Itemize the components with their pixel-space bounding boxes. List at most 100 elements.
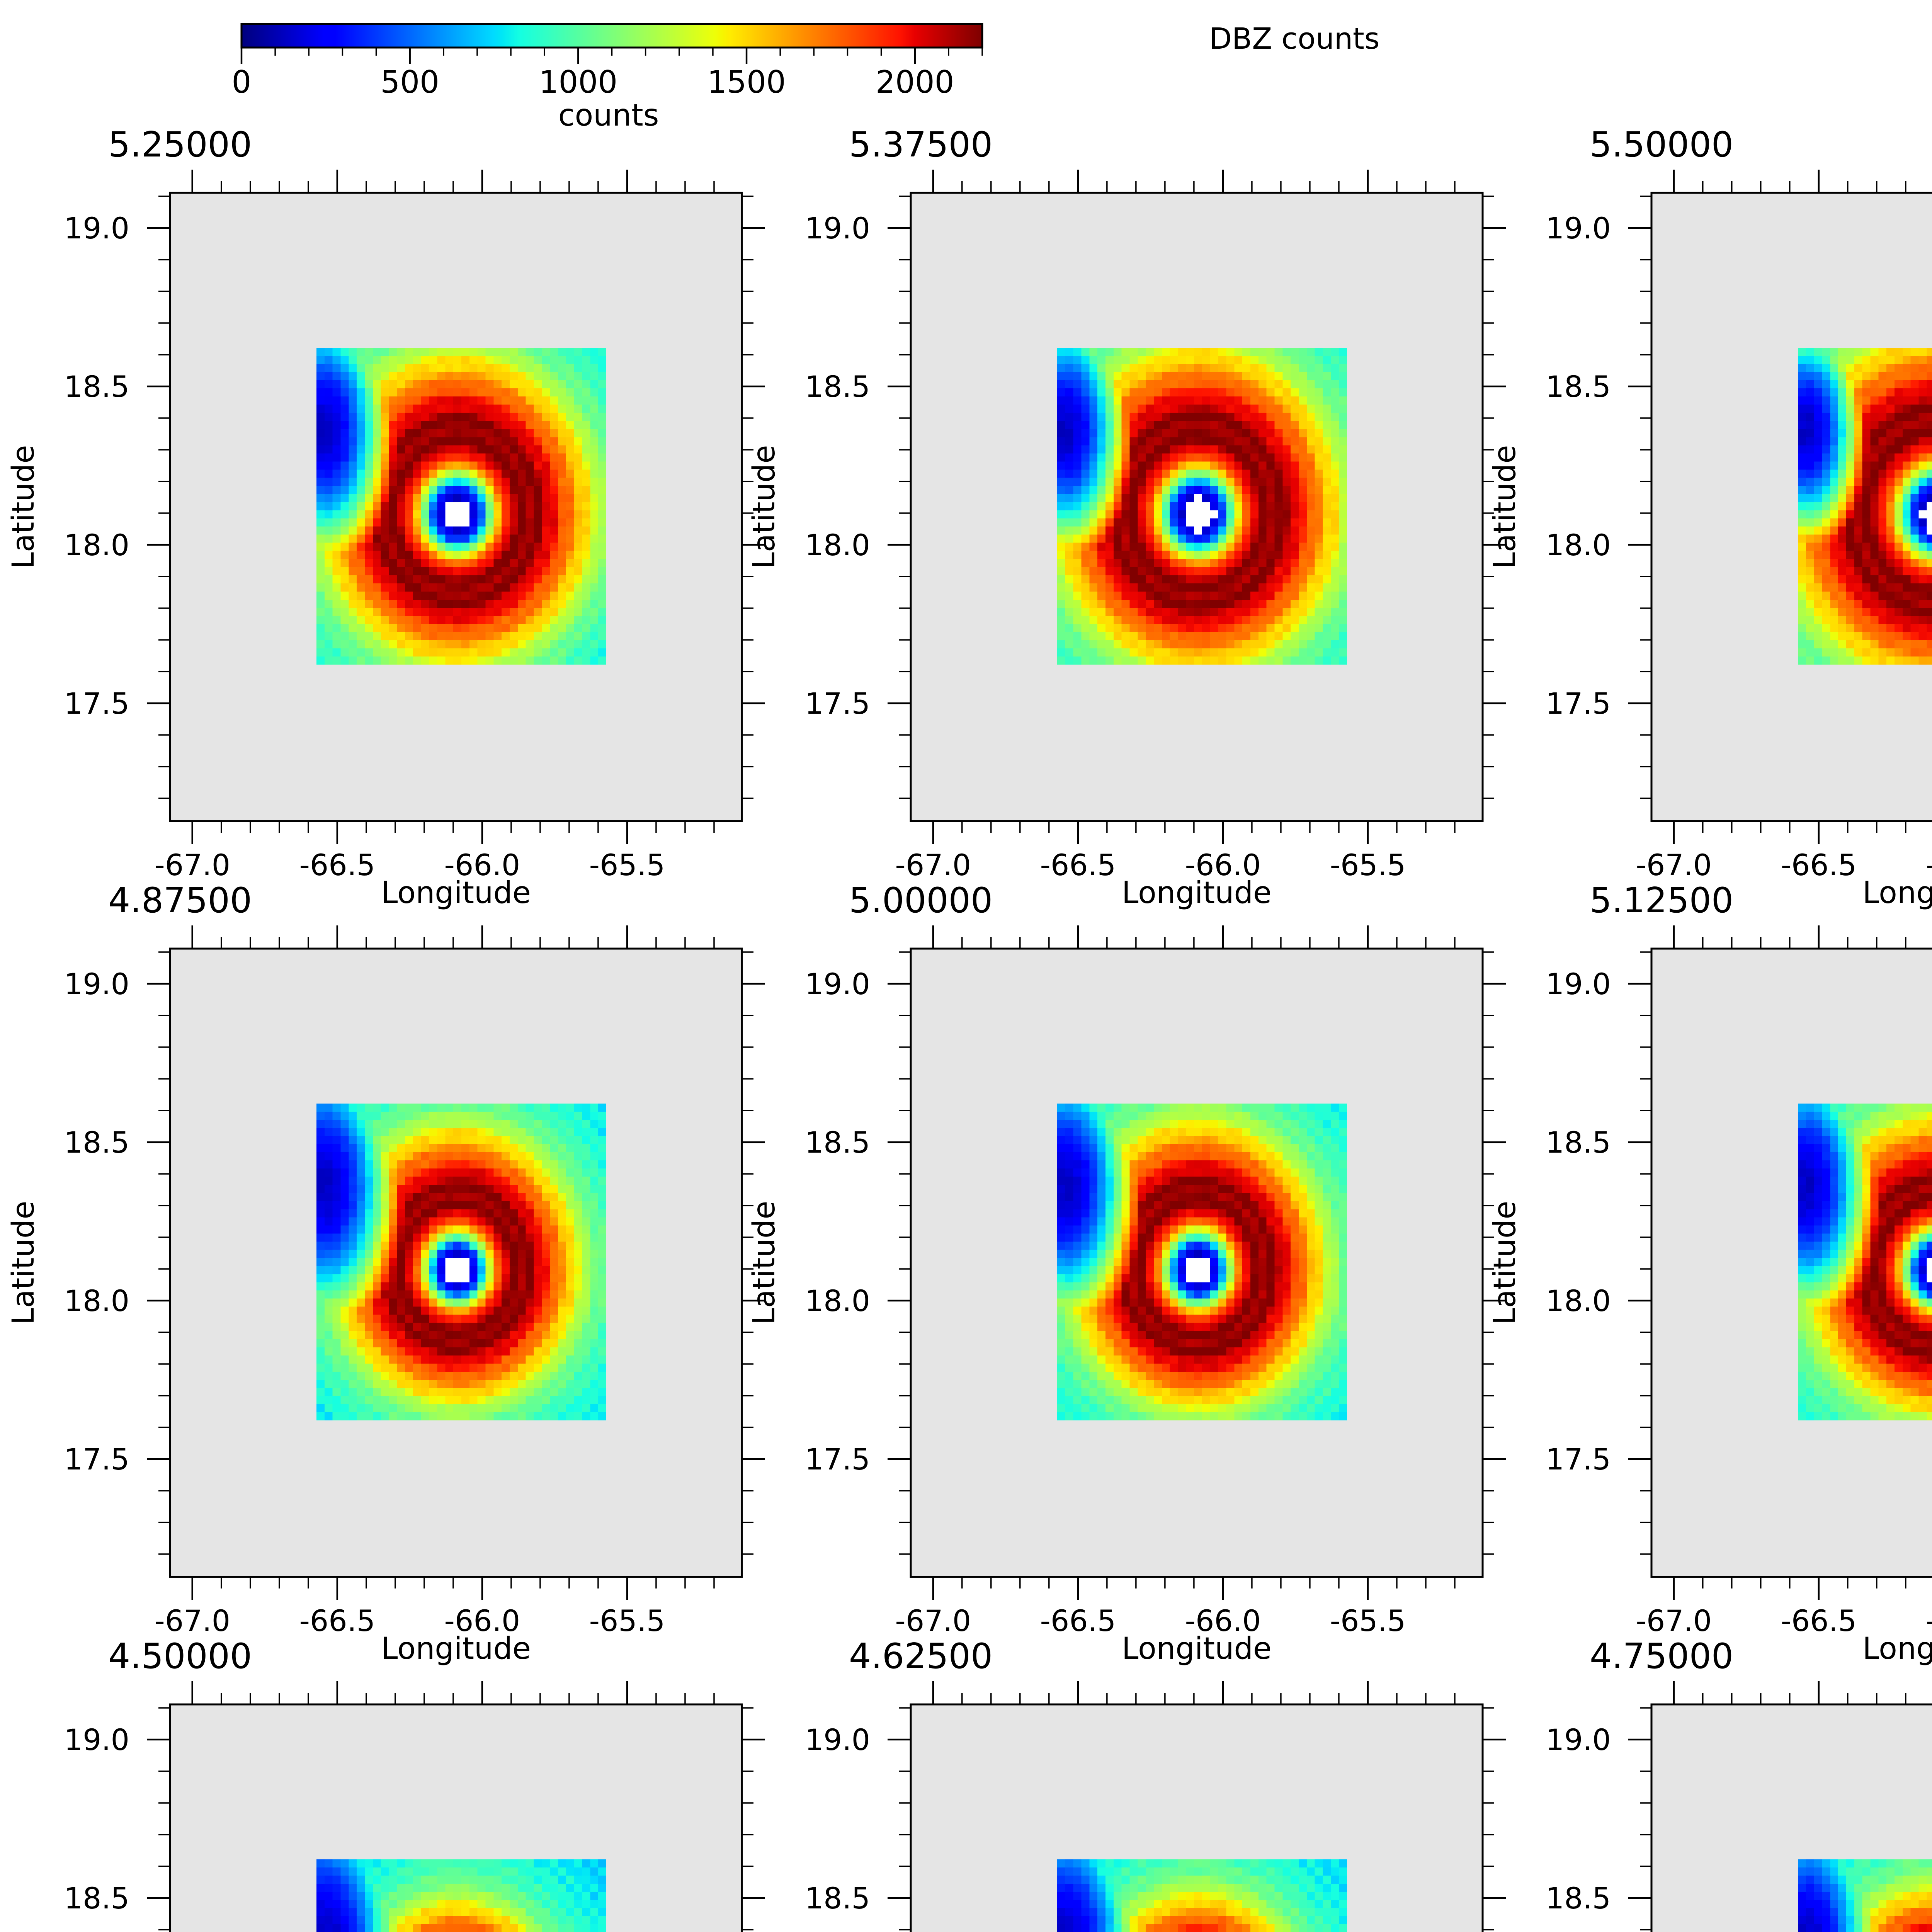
y-axis-label: Latitude xyxy=(8,445,41,569)
y-tick-label: 17.5 xyxy=(64,1442,129,1476)
y-tick-label: 19.0 xyxy=(1546,211,1611,245)
x-tick-label: -67.0 xyxy=(1636,1604,1712,1638)
y-tick-label: 19.0 xyxy=(805,1723,870,1757)
y-axis-label: Latitude xyxy=(1489,1201,1522,1325)
x-tick-label: -66.5 xyxy=(1040,848,1116,882)
x-tick-label: -66.5 xyxy=(1040,1604,1116,1638)
panel-5.25000: -67.0 -66.5 -66.0 -65.5 19.0 18.5 18.0 17.5 Long… xyxy=(6,112,765,919)
heatmap-canvas xyxy=(1057,1859,1347,1932)
y-axis-label: Latitude xyxy=(1489,445,1522,569)
x-tick-label: -66.5 xyxy=(1781,1604,1857,1638)
colorbar-frame xyxy=(240,23,983,49)
panel-5.00000: -67.0 -66.5 -66.0 -65.5 19.0 18.5 18.0 17.5 Long… xyxy=(747,867,1506,1675)
y-tick-label: 18.5 xyxy=(64,1125,129,1160)
y-axis-label: Latitude xyxy=(748,1201,782,1325)
y-tick-label: 18.0 xyxy=(64,1284,129,1318)
x-tick-label: -66.0 xyxy=(444,848,520,882)
y-tick-label: 19.0 xyxy=(1546,967,1611,1001)
y-tick-label: 18.5 xyxy=(1546,1881,1611,1915)
y-tick-label: 18.0 xyxy=(805,528,870,562)
panel-4.87500: -67.0 -66.5 -66.0 -65.5 19.0 18.5 18.0 17.5 Long… xyxy=(6,867,765,1675)
y-tick-label: 18.0 xyxy=(1546,528,1611,562)
y-axis-label: Latitude xyxy=(748,445,782,569)
y-tick-label: 18.5 xyxy=(805,1881,870,1915)
x-tick-label: -66.0 xyxy=(444,1604,520,1638)
colorbar-gradient xyxy=(242,24,982,48)
x-tick-label: -67.0 xyxy=(154,1604,230,1638)
panel-5.12500: -67.0-66.5-66.0-65.519.018.518.017.5Long… xyxy=(1488,867,1932,1675)
y-tick-label: 18.5 xyxy=(64,1881,129,1915)
panel-title: 5.50000 xyxy=(1590,124,1733,165)
y-tick-label: 17.5 xyxy=(1546,686,1611,721)
panel-title: 4.50000 xyxy=(108,1636,252,1677)
y-tick-label: 19.0 xyxy=(64,211,129,245)
panel-title: 5.12500 xyxy=(1590,880,1733,921)
panel-title: 4.75000 xyxy=(1590,1636,1733,1677)
heatmap-canvas xyxy=(1057,1103,1347,1420)
x-tick-label: -66.5 xyxy=(1781,848,1857,882)
x-axis-label: Longitude xyxy=(381,876,531,910)
x-tick-label: -66.5 xyxy=(299,848,375,882)
panel-title: 4.87500 xyxy=(108,880,252,921)
y-tick-label: 18.5 xyxy=(805,369,870,404)
y-tick-label: 18.0 xyxy=(1546,1284,1611,1318)
y-tick-label: 19.0 xyxy=(64,1723,129,1757)
y-tick-label: 18.5 xyxy=(64,369,129,404)
y-tick-label: 19.0 xyxy=(64,967,129,1001)
x-tick-label: -67.0 xyxy=(1636,848,1712,882)
y-tick-label: 17.5 xyxy=(1546,1442,1611,1476)
x-tick-label: -65.5 xyxy=(589,1604,665,1638)
y-tick-label: 17.5 xyxy=(805,1442,870,1476)
colorbar-axis: 0 500 1000 1500 2000 xyxy=(232,23,983,100)
x-tick-label: -67.0 xyxy=(895,1604,971,1638)
x-axis-label: Longitude xyxy=(1122,1631,1272,1666)
y-tick-label: 17.5 xyxy=(805,686,870,721)
y-tick-label: 18.5 xyxy=(1546,369,1611,404)
y-tick-label: 18.0 xyxy=(805,1284,870,1318)
heatmap-canvas xyxy=(1798,1859,1932,1932)
panel-title: 5.00000 xyxy=(849,880,993,921)
colorbar-label: counts xyxy=(558,98,659,133)
axes: -67.0 -66.5 -66.0 -65.5 19.0 18.5 18.0 17.5 Long… xyxy=(6,880,765,1666)
heatmap-canvas xyxy=(1798,347,1932,665)
x-axis-label: Longitude xyxy=(1122,876,1272,910)
panel-4.62500: -67.0-66.5-66.0-65.519.018.518.017.5Long… xyxy=(748,1623,1506,1932)
y-tick-label: 18.5 xyxy=(805,1125,870,1160)
x-tick-label: -66.0 xyxy=(1185,1604,1261,1638)
y-tick-label: 19.0 xyxy=(805,967,870,1001)
heatmap-canvas xyxy=(316,347,606,665)
panel-title: 5.25000 xyxy=(108,124,252,165)
colorbar-tick-label: 1000 xyxy=(539,64,618,100)
colorbar-tick-label: 1500 xyxy=(707,64,786,100)
panel-5.50000: -67.0-66.5-66.0-65.519.018.518.017.5Long… xyxy=(1488,112,1932,919)
x-tick-label: -65.5 xyxy=(589,848,665,882)
panel-4.50000: -67.0-66.5-66.0-65.519.018.518.017.5Long… xyxy=(8,1623,765,1932)
x-axis-label: Longitude xyxy=(1862,1631,1932,1666)
y-tick-label: 19.0 xyxy=(1546,1723,1611,1757)
x-axis-label: Longitude xyxy=(381,1631,531,1666)
x-tick-label: -66.5 xyxy=(299,1604,375,1638)
heatmap-canvas xyxy=(316,1859,606,1932)
x-tick-label: -65.5 xyxy=(1330,848,1406,882)
colorbar-tick-label: 500 xyxy=(380,64,439,100)
colorbar-tick-label: 2000 xyxy=(876,64,954,100)
x-tick-label: -67.0 xyxy=(895,848,971,882)
y-tick-label: 18.5 xyxy=(1546,1125,1611,1160)
panel-title: 4.62500 xyxy=(849,1636,993,1677)
figure-title: DBZ counts xyxy=(1209,21,1380,56)
x-axis-label: Longitude xyxy=(1862,876,1932,910)
panel-5.37500: -67.0 -66.5 -66.0 -65.5 19.0 18.5 18.0 17.5 Long… xyxy=(747,112,1506,919)
x-tick-label: -66.0 xyxy=(1926,1604,1932,1638)
heatmap-canvas xyxy=(1057,347,1347,665)
y-tick-label: 17.5 xyxy=(64,686,129,721)
heatmap-canvas xyxy=(1798,1103,1932,1420)
y-tick-label: 19.0 xyxy=(805,211,870,245)
x-tick-label: -66.0 xyxy=(1926,848,1932,882)
x-tick-label: -67.0 xyxy=(154,848,230,882)
x-tick-label: -65.5 xyxy=(1330,1604,1406,1638)
heatmap-canvas xyxy=(316,1103,606,1420)
y-axis-label: Latitude xyxy=(8,1201,41,1325)
panel-title: 5.37500 xyxy=(849,124,993,165)
panel-4.75000: -67.0-66.5-66.0-65.519.018.518.017.5Long… xyxy=(1489,1623,1932,1932)
